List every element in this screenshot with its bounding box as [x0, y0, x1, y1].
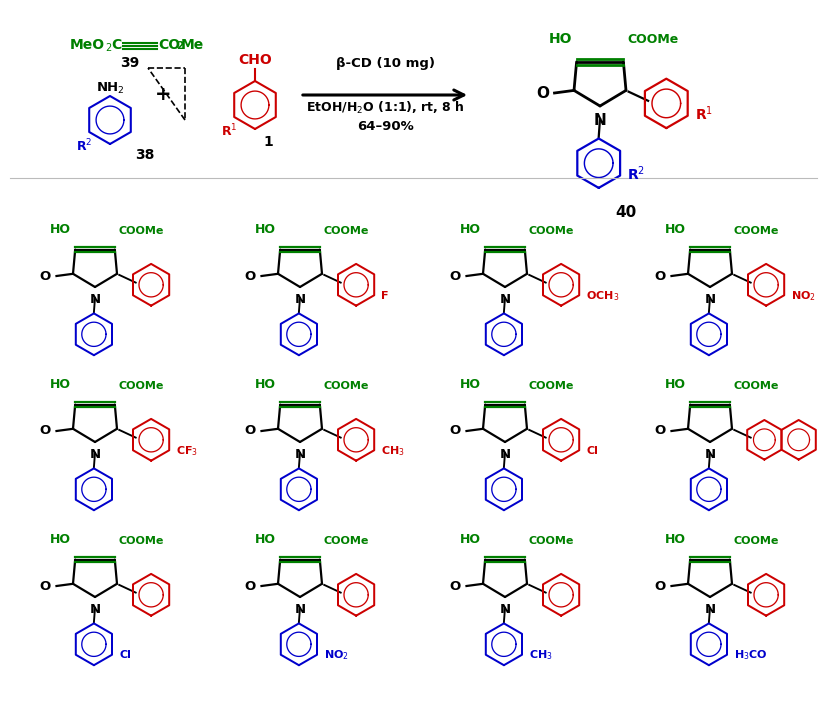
Text: HO: HO	[256, 533, 276, 546]
Text: COOMe: COOMe	[734, 536, 779, 546]
Text: 1: 1	[263, 135, 273, 149]
Text: HO: HO	[256, 377, 276, 390]
Text: β-CD (10 mg): β-CD (10 mg)	[336, 57, 434, 70]
Text: 40: 40	[615, 204, 636, 220]
Text: OCH$_3$: OCH$_3$	[586, 289, 619, 302]
Text: R$^1$: R$^1$	[221, 123, 237, 140]
Text: R$^1$: R$^1$	[695, 104, 713, 123]
Text: N: N	[594, 113, 606, 128]
Text: 38: 38	[135, 148, 155, 162]
Text: HO: HO	[50, 222, 71, 235]
Text: CHO: CHO	[238, 53, 272, 67]
Text: COOMe: COOMe	[628, 33, 679, 46]
Text: O: O	[654, 425, 666, 438]
Text: COOMe: COOMe	[119, 225, 165, 235]
Text: N: N	[89, 293, 101, 306]
Text: N: N	[500, 603, 510, 616]
Text: COOMe: COOMe	[324, 381, 369, 390]
Text: CO: CO	[158, 38, 180, 52]
Text: NO$_2$: NO$_2$	[791, 289, 816, 302]
Text: N: N	[705, 293, 715, 306]
Text: N: N	[89, 448, 101, 461]
Text: HO: HO	[665, 533, 686, 546]
Text: CH$_3$: CH$_3$	[529, 649, 553, 662]
Text: HO: HO	[665, 222, 686, 235]
Text: N: N	[705, 448, 715, 461]
Text: N: N	[294, 448, 305, 461]
Text: $_2$C: $_2$C	[105, 38, 123, 55]
Text: COOMe: COOMe	[734, 225, 779, 235]
Text: CF$_3$: CF$_3$	[176, 444, 198, 458]
Text: O: O	[244, 269, 256, 282]
Text: O: O	[537, 86, 549, 101]
Text: O: O	[39, 425, 50, 438]
Text: N: N	[705, 603, 715, 616]
Text: COOMe: COOMe	[734, 381, 779, 390]
Text: O: O	[39, 269, 50, 282]
Text: N: N	[89, 603, 101, 616]
Text: HO: HO	[549, 32, 572, 46]
Text: O: O	[39, 580, 50, 593]
Text: HO: HO	[460, 533, 481, 546]
Text: F: F	[381, 291, 389, 301]
Text: 39: 39	[121, 56, 140, 70]
Text: COOMe: COOMe	[528, 536, 574, 546]
Text: HO: HO	[50, 533, 71, 546]
Text: N: N	[294, 603, 305, 616]
Text: HO: HO	[665, 377, 686, 390]
Text: Cl: Cl	[119, 650, 131, 660]
Text: O: O	[244, 425, 256, 438]
Text: N: N	[500, 293, 510, 306]
Text: R$^2$: R$^2$	[628, 164, 645, 183]
Text: HO: HO	[460, 377, 481, 390]
Text: O: O	[449, 580, 461, 593]
Text: NH$_2$: NH$_2$	[96, 81, 124, 96]
Text: 2: 2	[176, 41, 184, 51]
Text: N: N	[294, 293, 305, 306]
Text: O: O	[654, 580, 666, 593]
Text: COOMe: COOMe	[119, 536, 165, 546]
Text: COOMe: COOMe	[528, 381, 574, 390]
Text: HO: HO	[256, 222, 276, 235]
Text: 64–90%: 64–90%	[356, 120, 414, 133]
Text: N: N	[500, 448, 510, 461]
Text: R$^2$: R$^2$	[75, 138, 92, 155]
Text: MeO: MeO	[69, 38, 105, 52]
Text: O: O	[449, 269, 461, 282]
Text: COOMe: COOMe	[324, 225, 369, 235]
Text: O: O	[244, 580, 256, 593]
Text: HO: HO	[50, 377, 71, 390]
Text: NO$_2$: NO$_2$	[324, 649, 349, 662]
Text: O: O	[654, 269, 666, 282]
Text: Cl: Cl	[586, 446, 598, 456]
Text: Me: Me	[181, 38, 204, 52]
Text: CH$_3$: CH$_3$	[381, 444, 405, 458]
Text: HO: HO	[460, 222, 481, 235]
Text: +: +	[155, 86, 171, 104]
Text: COOMe: COOMe	[528, 225, 574, 235]
Text: COOMe: COOMe	[119, 381, 165, 390]
Text: COOMe: COOMe	[324, 536, 369, 546]
Text: EtOH/H$_2$O (1:1), rt, 8 h: EtOH/H$_2$O (1:1), rt, 8 h	[306, 100, 465, 116]
Text: O: O	[449, 425, 461, 438]
Text: H$_3$CO: H$_3$CO	[734, 649, 768, 662]
